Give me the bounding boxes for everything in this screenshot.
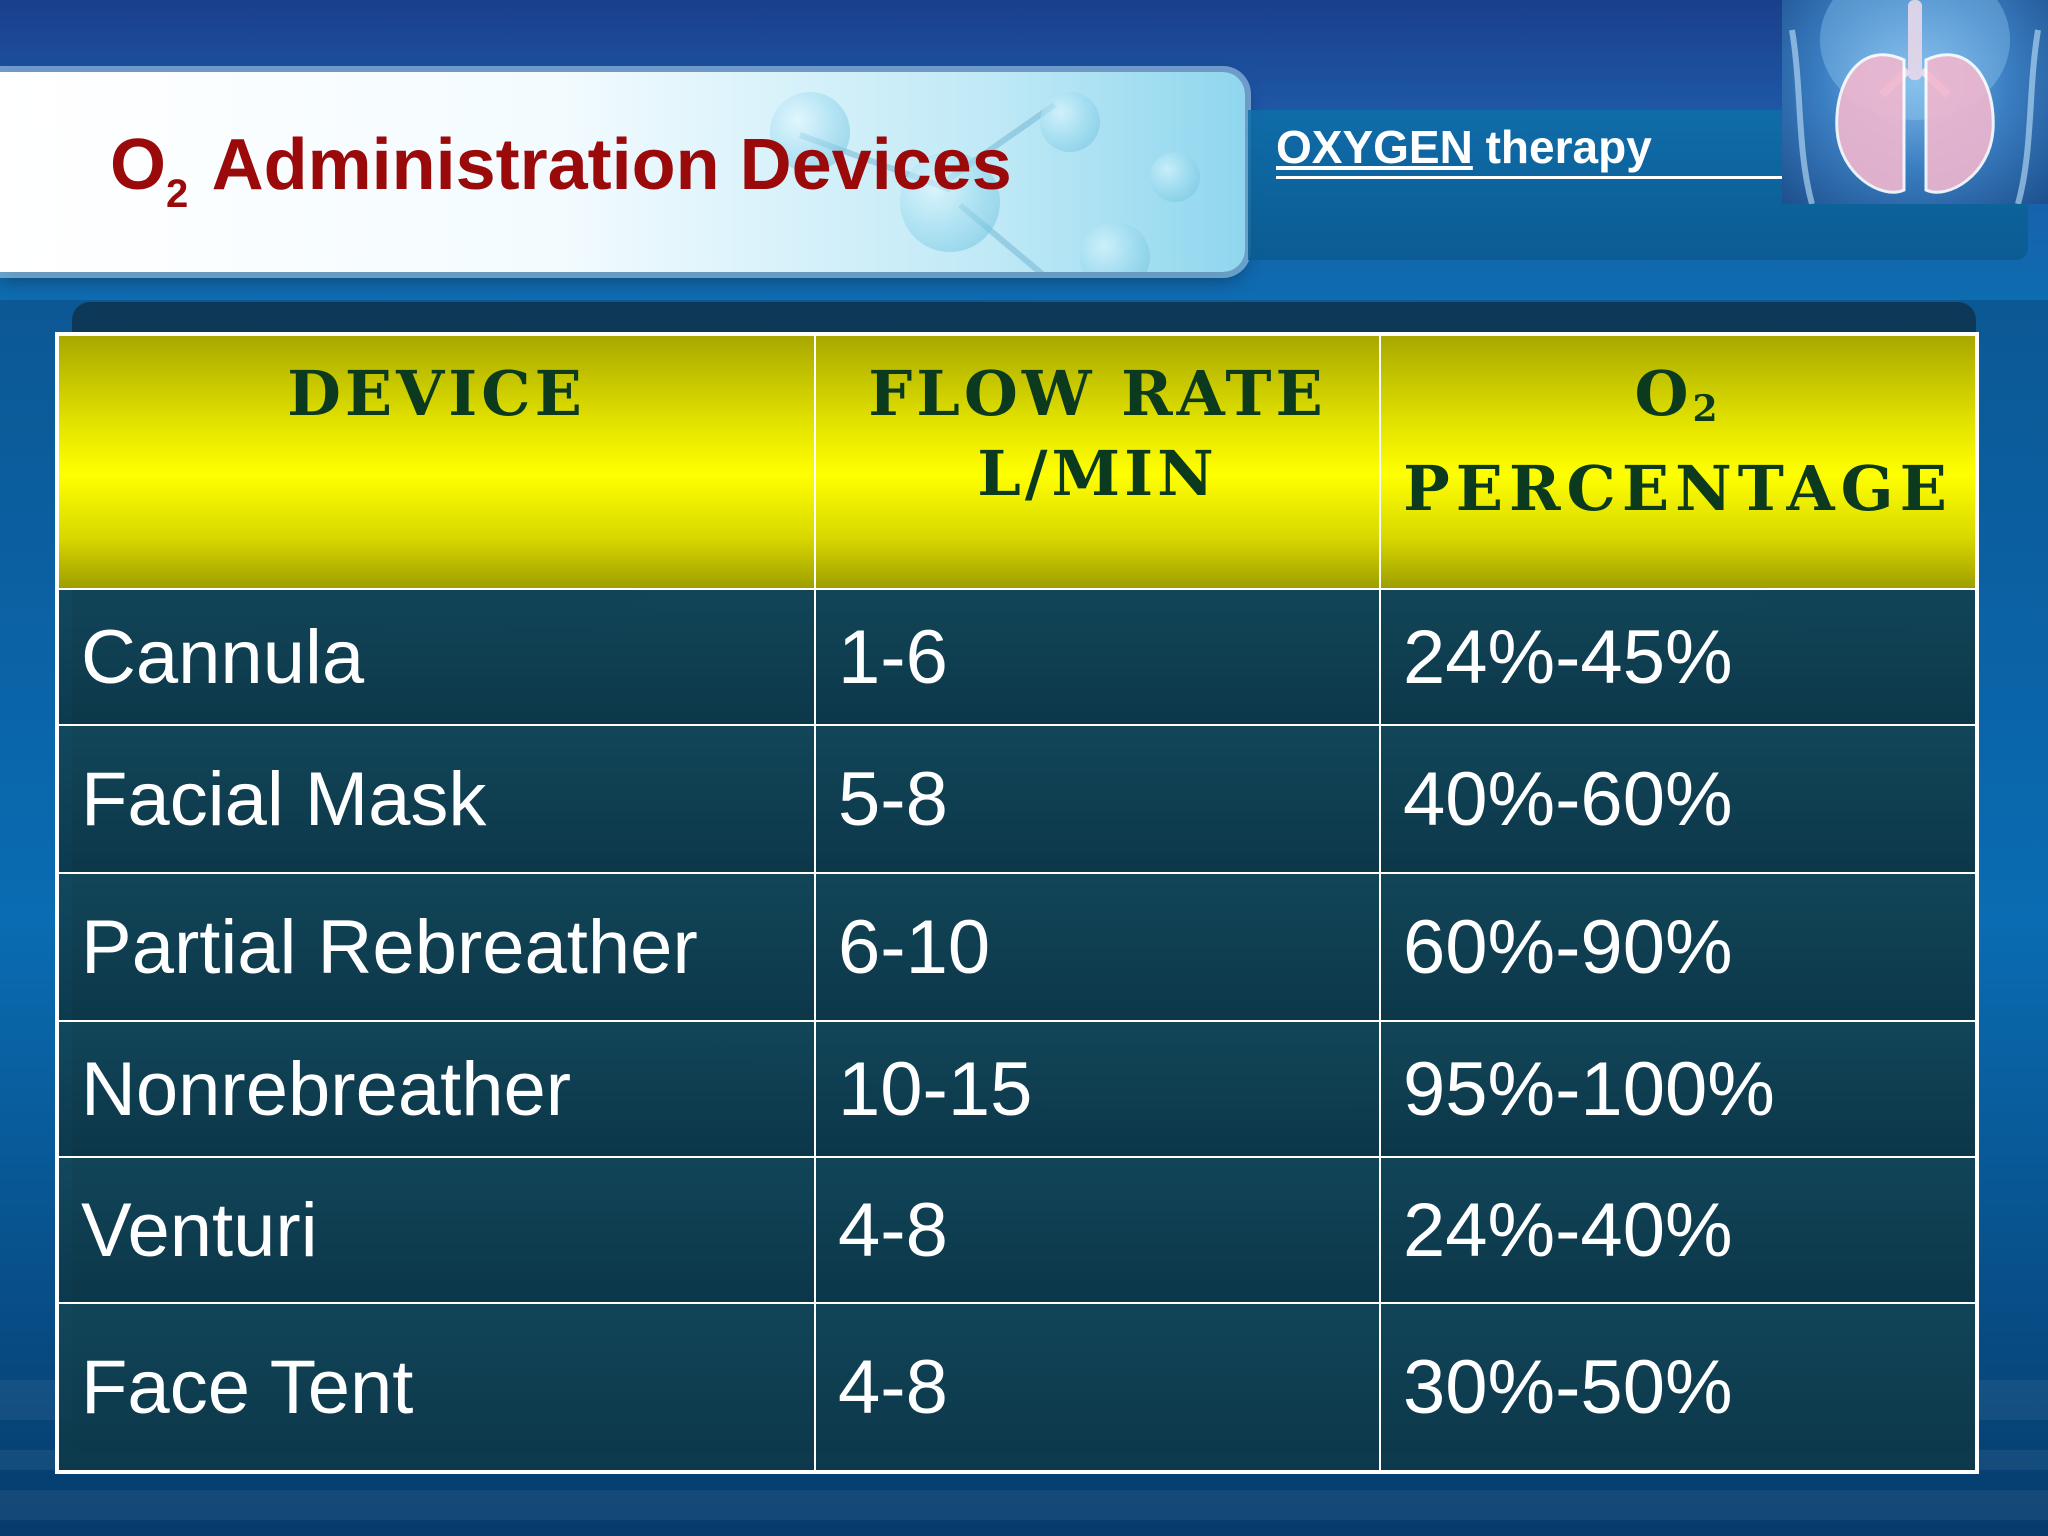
header-o2-subscript: 2 — [1692, 388, 1722, 430]
header-flow-rate-line2: L/MIN — [977, 437, 1218, 510]
o2-percentage-cell: 24%-40% — [1379, 1156, 1978, 1304]
lungs-illustration — [1782, 0, 2048, 204]
flow-rate-cell: 6-10 — [814, 872, 1381, 1022]
subtitle-oxygen: OXYGEN — [1276, 121, 1473, 173]
flow-rate-cell: 1-6 — [814, 588, 1381, 726]
flow-rate-cell: 10-15 — [814, 1020, 1381, 1158]
device-cell: Face Tent — [56, 1302, 816, 1473]
flow-rate-cell: 5-8 — [814, 724, 1381, 874]
table-row: Cannula 1-6 24%-45% — [56, 588, 1978, 726]
device-cell: Cannula — [56, 588, 816, 726]
molecule-atom — [1150, 152, 1200, 202]
o2-percentage-cell: 30%-50% — [1379, 1302, 1978, 1473]
header-device: DEVICE — [56, 333, 816, 590]
header-o2-letter: O — [1634, 357, 1693, 430]
header-o2: O2 — [1391, 354, 1965, 449]
molecule-atom — [770, 92, 850, 172]
header-flow-rate-line1: FLOW RATE — [868, 357, 1327, 430]
title-o: O — [110, 125, 167, 205]
header-flow-rate: FLOW RATE L/MIN — [814, 333, 1381, 590]
o2-percentage-cell: 95%-100% — [1379, 1020, 1978, 1158]
device-cell: Facial Mask — [56, 724, 816, 874]
devices-table: DEVICE FLOW RATE L/MIN O2 PERCENTAGE Can… — [55, 332, 1979, 1474]
title-banner — [0, 72, 1245, 272]
slide-subtitle: OXYGEN therapy — [1276, 120, 1652, 174]
molecule-atom — [900, 152, 1000, 252]
flow-rate-cell: 4-8 — [814, 1156, 1381, 1304]
title-text: Administration Devices — [194, 125, 1012, 205]
device-cell: Partial Rebreather — [56, 872, 816, 1022]
slide-title: O2 Administration Devices — [110, 120, 1012, 216]
table-row: Face Tent 4-8 30%-50% — [56, 1302, 1978, 1473]
subtitle-therapy: therapy — [1472, 121, 1652, 173]
molecule-atom — [1080, 222, 1150, 272]
header-o2-percentage: O2 PERCENTAGE — [1379, 333, 1978, 590]
device-cell: Nonrebreather — [56, 1020, 816, 1158]
device-cell: Venturi — [56, 1156, 816, 1304]
title-subscript: 2 — [166, 172, 189, 216]
background-stripe — [0, 1490, 2048, 1520]
table-row: Venturi 4-8 24%-40% — [56, 1156, 1978, 1304]
o2-percentage-cell: 60%-90% — [1379, 872, 1978, 1022]
molecule-atom — [1040, 92, 1100, 152]
header-row: DEVICE FLOW RATE L/MIN O2 PERCENTAGE — [56, 333, 1978, 590]
table-row: Partial Rebreather 6-10 60%-90% — [56, 872, 1978, 1022]
o2-percentage-cell: 24%-45% — [1379, 588, 1978, 726]
o2-percentage-cell: 40%-60% — [1379, 724, 1978, 874]
subtitle-rule — [1276, 176, 1782, 179]
header-percentage: PERCENTAGE — [1403, 452, 1953, 525]
table-row: Facial Mask 5-8 40%-60% — [56, 724, 1978, 874]
table-row: Nonrebreather 10-15 95%-100% — [56, 1020, 1978, 1158]
lungs-icon — [1789, 0, 2041, 204]
flow-rate-cell: 4-8 — [814, 1302, 1381, 1473]
